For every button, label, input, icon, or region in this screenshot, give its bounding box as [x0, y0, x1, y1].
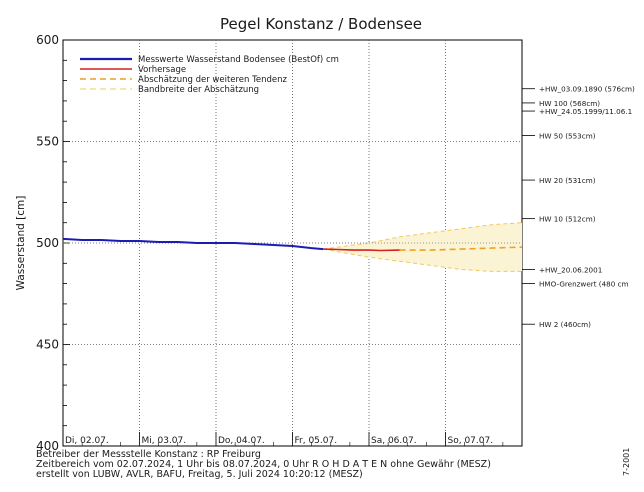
legend-label: Abschätzung der weiteren Tendenz: [138, 75, 288, 85]
footer-created: erstellt von LUBW, AVLR, BAFU, Freitag, …: [36, 469, 363, 480]
reference-label: +HW_03.09.1890 (576cm): [539, 85, 635, 94]
legend-label: Bandbreite der Abschätzung: [138, 85, 259, 95]
series-line-0: [62, 237, 324, 251]
y-axis: 400 450 500 550 600: [36, 33, 70, 453]
chart-title: Pegel Konstanz / Bodensee: [220, 15, 422, 33]
estimate-band: [63, 222, 523, 272]
footer-timerange: Zeitbereich vom 02.07.2024, 1 Uhr bis 08…: [36, 459, 491, 470]
footer-code: 7-2001: [622, 448, 631, 476]
x-day-label: Fr, 05.07.: [295, 436, 338, 446]
x-day-label: Mi, 03.07.: [142, 436, 187, 446]
y-tick-label: 550: [36, 135, 59, 149]
reference-label: HW 10 (512cm): [539, 215, 596, 224]
series-group: [62, 237, 523, 252]
reference-label: HW 100 (568cm): [539, 99, 600, 108]
legend-label: Vorhersage: [138, 65, 186, 75]
x-day-label: So, 07.07.: [448, 436, 494, 446]
y-tick-label: 600: [36, 33, 59, 47]
series-line-1: [323, 248, 400, 252]
y-tick-label: 500: [36, 236, 59, 250]
footer-operator: Betreiber der Messstelle Konstanz : RP F…: [36, 449, 261, 460]
y-axis-label: Wasserstand [cm]: [15, 196, 27, 291]
reference-label: +HW_20.06.2001: [539, 265, 602, 274]
reference-label: HW 20 (531cm): [539, 176, 596, 185]
band-lower: [323, 248, 522, 272]
y-tick-label: 450: [36, 338, 59, 352]
reference-lines: +HW_03.09.1890 (576cm)HW 100 (568cm)+HW_…: [522, 85, 635, 329]
band-fill: [323, 222, 522, 272]
x-day-label: Sa, 06.07.: [371, 436, 417, 446]
x-day-label: Do, 04.07.: [218, 436, 265, 446]
x-axis: Di, 02.07. Mi, 03.07. Do, 04.07. Fr, 05.07.…: [65, 432, 504, 446]
y-tick-label: 400: [36, 439, 59, 453]
reference-label: HW 50 (553cm): [539, 131, 596, 140]
series-line-2: [399, 246, 523, 251]
reference-label: HW 2 (460cm): [539, 320, 591, 329]
reference-label: +HW_24.05.1999/11.06.1: [539, 107, 632, 116]
band-upper: [323, 222, 523, 250]
reference-label: HMO-Grenzwert (480 cm: [539, 280, 629, 289]
x-day-label: Di, 02.07.: [65, 436, 109, 446]
legend-label: Messwerte Wasserstand Bodensee (BestOf) …: [138, 55, 339, 65]
legend: Messwerte Wasserstand Bodensee (BestOf) …: [80, 55, 339, 95]
